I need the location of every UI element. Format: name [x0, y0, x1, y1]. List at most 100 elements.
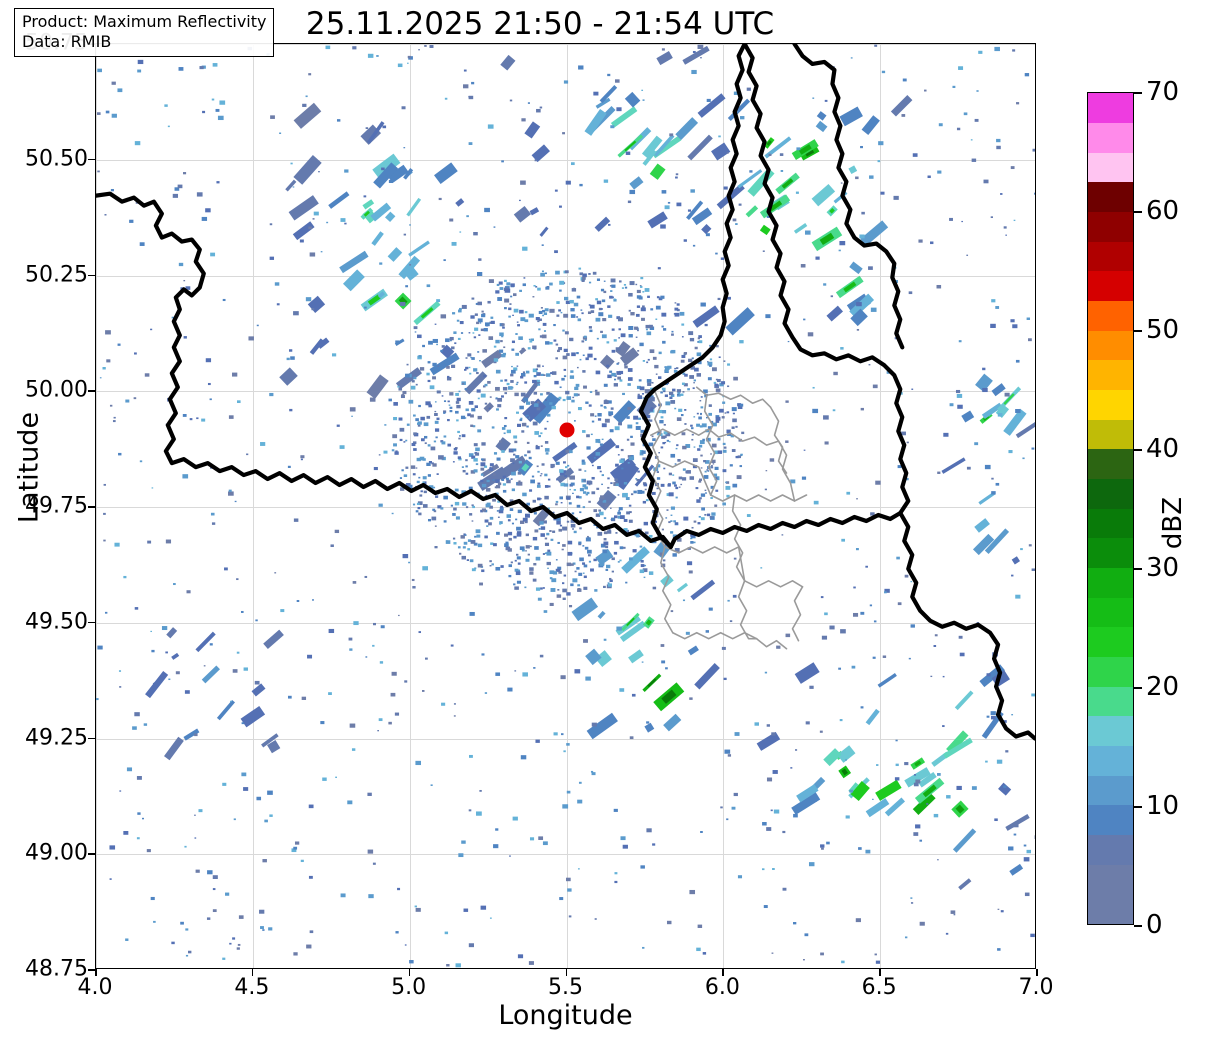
clutter-speckle	[520, 417, 523, 420]
clutter-speckle	[559, 471, 565, 476]
background-speckle	[855, 918, 861, 923]
clutter-speckle	[495, 485, 501, 489]
clutter-speckle	[472, 505, 475, 509]
clutter-speckle	[485, 503, 490, 508]
background-speckle	[516, 321, 519, 323]
background-speckle	[733, 91, 739, 95]
background-speckle	[106, 359, 111, 363]
background-speckle	[926, 803, 929, 805]
background-speckle	[665, 667, 668, 670]
clutter-speckle	[698, 335, 702, 339]
clutter-speckle	[465, 459, 468, 462]
clutter-speckle	[677, 392, 680, 395]
clutter-speckle	[555, 559, 558, 561]
background-speckle	[254, 680, 260, 685]
clutter-speckle	[542, 553, 546, 555]
clutter-speckle	[427, 379, 431, 383]
clutter-speckle	[477, 351, 480, 353]
clutter-speckle	[419, 367, 425, 371]
clutter-speckle	[465, 357, 468, 359]
background-speckle	[646, 828, 652, 833]
clutter-speckle	[599, 562, 605, 566]
clutter-speckle	[701, 507, 706, 511]
echo-cell	[520, 379, 541, 404]
echo-cell	[434, 162, 458, 185]
echo-cell	[815, 120, 828, 133]
background-speckle	[869, 175, 874, 179]
clutter-speckle	[602, 499, 607, 503]
background-speckle	[443, 259, 446, 262]
colorbar-band	[1088, 656, 1133, 687]
background-speckle	[812, 97, 815, 99]
background-speckle	[669, 133, 674, 137]
clutter-speckle	[674, 548, 680, 552]
clutter-speckle	[677, 393, 679, 396]
clutter-speckle	[669, 396, 673, 400]
background-speckle	[956, 785, 962, 790]
background-speckle	[132, 726, 137, 730]
clutter-speckle	[534, 529, 539, 533]
clutter-speckle	[605, 568, 609, 571]
clutter-speckle	[538, 310, 543, 315]
background-speckle	[754, 722, 759, 726]
clutter-speckle	[617, 376, 621, 380]
clutter-speckle	[459, 435, 461, 437]
background-speckle	[409, 224, 411, 226]
x-tick-label: 6.5	[861, 975, 897, 1000]
clutter-speckle	[502, 475, 506, 479]
background-speckle	[875, 960, 881, 964]
background-speckle	[812, 386, 815, 389]
background-speckle	[336, 119, 341, 122]
clutter-speckle	[688, 358, 693, 363]
clutter-speckle	[719, 382, 724, 387]
clutter-speckle	[587, 549, 592, 554]
background-speckle	[913, 832, 919, 836]
background-speckle	[417, 334, 422, 339]
clutter-speckle	[603, 290, 607, 294]
background-speckle	[970, 139, 973, 141]
background-speckle	[1005, 234, 1007, 236]
clutter-speckle	[658, 409, 663, 414]
background-speckle	[690, 533, 695, 537]
clutter-speckle	[582, 336, 588, 340]
background-speckle	[959, 652, 965, 657]
clutter-speckle	[620, 417, 625, 420]
background-speckle	[974, 118, 979, 122]
clutter-speckle	[525, 414, 529, 418]
clutter-speckle	[473, 469, 478, 473]
background-speckle	[823, 283, 827, 286]
colorbar-band	[1088, 360, 1133, 390]
background-speckle	[540, 473, 543, 475]
background-speckle	[229, 942, 232, 945]
background-speckle	[109, 404, 113, 407]
clutter-speckle	[441, 395, 444, 397]
clutter-speckle	[613, 298, 616, 300]
background-speckle	[877, 160, 881, 163]
background-speckle	[411, 578, 415, 582]
background-speckle	[378, 718, 383, 722]
background-speckle	[589, 391, 593, 393]
background-speckle	[137, 59, 144, 65]
echo-cell	[701, 223, 712, 235]
clutter-speckle	[609, 285, 612, 287]
background-speckle	[996, 145, 1001, 150]
background-speckle	[326, 221, 329, 224]
clutter-speckle	[565, 390, 570, 395]
background-speckle	[782, 887, 787, 891]
clutter-speckle	[417, 422, 420, 425]
clutter-speckle	[558, 347, 563, 351]
clutter-speckle	[418, 476, 421, 479]
clutter-speckle	[535, 587, 541, 591]
clutter-speckle	[604, 399, 608, 402]
echo-cell	[850, 308, 868, 327]
clutter-speckle	[522, 371, 525, 374]
clutter-speckle	[565, 466, 568, 469]
background-speckle	[481, 653, 485, 656]
clutter-speckle	[595, 438, 601, 443]
clutter-speckle	[689, 375, 695, 379]
clutter-speckle	[499, 440, 502, 443]
clutter-speckle	[508, 537, 512, 541]
background-speckle	[776, 645, 781, 649]
background-speckle	[541, 244, 544, 246]
background-speckle	[139, 460, 143, 463]
